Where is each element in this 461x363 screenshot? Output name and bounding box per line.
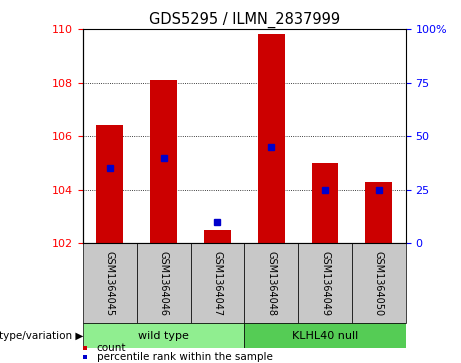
Text: KLHL40 null: KLHL40 null — [292, 331, 358, 341]
Bar — [298, 243, 352, 323]
Text: GSM1364050: GSM1364050 — [374, 250, 384, 316]
Text: wild type: wild type — [138, 331, 189, 341]
Bar — [258, 34, 284, 243]
Bar — [352, 243, 406, 323]
Bar — [244, 243, 298, 323]
Text: GSM1364046: GSM1364046 — [159, 250, 169, 316]
Bar — [150, 80, 177, 243]
Text: GSM1364047: GSM1364047 — [213, 250, 223, 316]
Bar — [204, 230, 231, 243]
Bar — [244, 323, 406, 348]
Text: percentile rank within the sample: percentile rank within the sample — [97, 352, 273, 362]
Bar — [190, 243, 244, 323]
Bar — [137, 243, 190, 323]
Bar — [83, 323, 244, 348]
Bar — [312, 163, 338, 243]
Text: GSM1364045: GSM1364045 — [105, 250, 115, 316]
Bar — [365, 182, 392, 243]
Text: genotype/variation ▶: genotype/variation ▶ — [0, 331, 83, 341]
Text: count: count — [97, 343, 126, 353]
Bar — [96, 125, 123, 243]
Text: GSM1364049: GSM1364049 — [320, 250, 330, 316]
Bar — [83, 243, 137, 323]
Title: GDS5295 / ILMN_2837999: GDS5295 / ILMN_2837999 — [149, 12, 340, 28]
Text: GSM1364048: GSM1364048 — [266, 250, 276, 316]
